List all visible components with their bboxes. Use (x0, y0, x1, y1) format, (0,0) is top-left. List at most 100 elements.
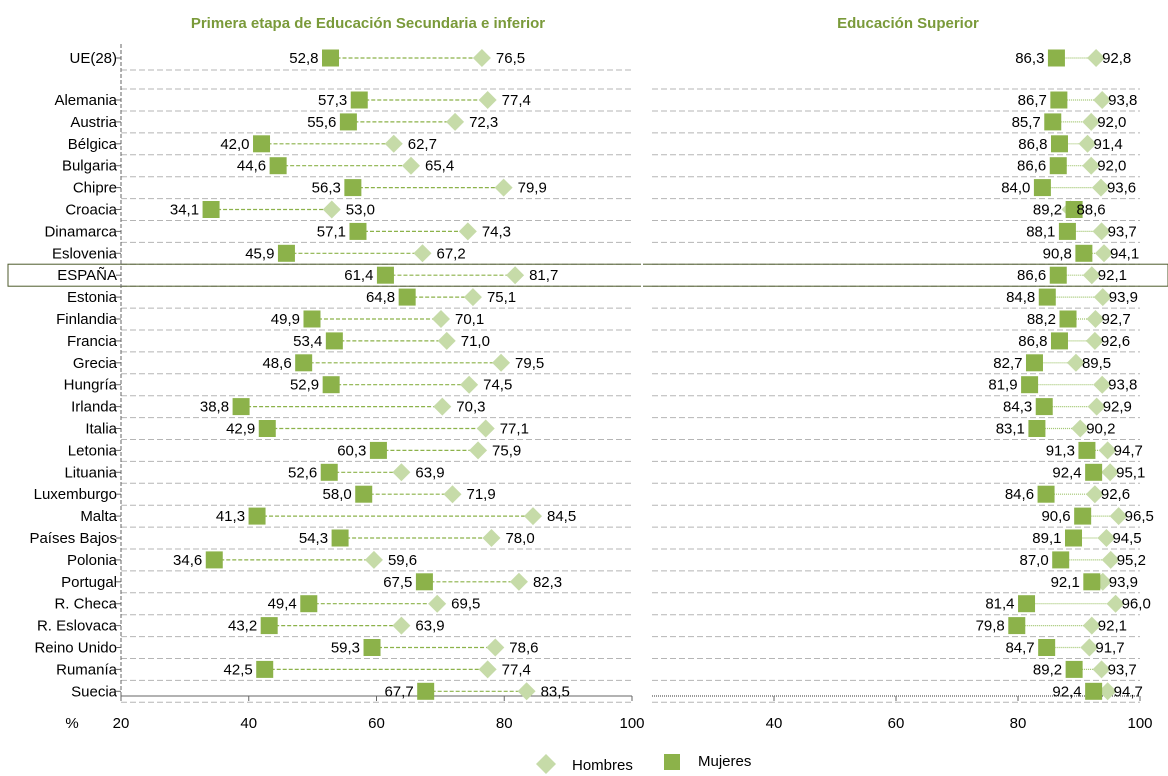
hombres-marker (476, 419, 495, 438)
hombres-value-label: 89,5 (1082, 355, 1111, 372)
mujeres-marker (232, 398, 250, 416)
mujeres-value-label: 52,6 (288, 464, 317, 481)
hombres-marker (1109, 507, 1128, 526)
hombres-value-label: 75,9 (492, 442, 521, 459)
x-tick-label: 60 (368, 715, 385, 732)
mujeres-value-label: 87,0 (1019, 552, 1048, 569)
category-label: Hungría (64, 377, 118, 394)
mujeres-value-label: 56,3 (312, 180, 341, 197)
legend: Hombres Mujeres (536, 753, 751, 774)
mujeres-value-label: 49,9 (271, 311, 300, 328)
hombres-value-label: 96,0 (1122, 596, 1151, 613)
mujeres-marker (1038, 288, 1056, 306)
hombres-value-label: 93,9 (1109, 289, 1138, 306)
hombres-marker (1082, 266, 1101, 285)
category-label: Malta (80, 508, 117, 525)
mujeres-value-label: 90,8 (1043, 245, 1072, 262)
mujeres-marker (349, 222, 367, 240)
panel-title-left: Primera etapa de Educación Secundaria e … (191, 15, 545, 32)
hombres-marker (1095, 244, 1114, 263)
hombres-marker (1082, 156, 1101, 175)
mujeres-value-label: 57,3 (318, 92, 347, 109)
mujeres-value-label: 42,0 (220, 136, 249, 153)
mujeres-marker (1058, 222, 1076, 240)
mujeres-value-label: 67,5 (383, 574, 412, 591)
hombres-marker (1085, 331, 1104, 350)
hombres-marker (1093, 288, 1112, 307)
hombres-marker (1082, 112, 1101, 131)
mujeres-value-label: 49,4 (268, 596, 297, 613)
hombres-value-label: 93,9 (1109, 574, 1138, 591)
mujeres-marker (258, 420, 276, 437)
hombres-marker (1106, 594, 1125, 613)
category-label: Irlanda (71, 399, 118, 416)
mujeres-value-label: 48,6 (262, 355, 291, 372)
hombres-marker (413, 244, 432, 263)
mujeres-value-label: 84,0 (1001, 180, 1030, 197)
hombres-value-label: 81,7 (529, 267, 558, 284)
mujeres-marker (205, 551, 223, 569)
mujeres-value-label: 84,8 (1006, 289, 1035, 306)
highlight-row-box (7, 263, 1168, 287)
hombres-value-label: 63,9 (415, 618, 444, 635)
x-tick-label: 20 (113, 715, 130, 732)
mujeres-marker (1049, 266, 1067, 284)
mujeres-value-label: 92,1 (1051, 574, 1080, 591)
hombres-marker (1066, 353, 1085, 372)
hombres-marker (1098, 441, 1117, 460)
mujeres-marker (1035, 398, 1053, 416)
hombres-marker (1092, 222, 1111, 241)
axes: 20 40 60 80 100 40 60 80 100 (113, 44, 1153, 732)
hombres-marker (384, 134, 403, 153)
mujeres-value-label: 58,0 (323, 486, 352, 503)
mujeres-value-label: 57,1 (317, 223, 346, 240)
mujeres-value-label: 86,8 (1018, 333, 1047, 350)
axis-unit-label: % (65, 715, 78, 732)
hombres-marker (469, 441, 488, 460)
hombres-marker (1087, 397, 1106, 416)
hombres-marker (1101, 463, 1120, 482)
mujeres-value-label: 54,3 (299, 530, 328, 547)
hombres-value-label: 92,0 (1097, 158, 1126, 175)
hombres-value-label: 92,6 (1101, 486, 1130, 503)
mujeres-marker (202, 201, 220, 218)
hombres-value-label: 93,7 (1108, 661, 1137, 678)
hombres-value-label: 77,4 (502, 92, 531, 109)
hombres-marker (1101, 550, 1120, 569)
mujeres-value-label: 88,1 (1026, 223, 1055, 240)
mujeres-value-label: 84,6 (1005, 486, 1034, 503)
category-label: UE(28) (69, 50, 117, 67)
x-tick-label: 100 (619, 715, 644, 732)
legend-mujeres-marker (664, 754, 680, 770)
mujeres-value-label: 86,6 (1017, 158, 1046, 175)
hombres-value-label: 92,6 (1101, 333, 1130, 350)
hombres-value-label: 65,4 (425, 158, 454, 175)
mujeres-value-label: 86,8 (1018, 136, 1047, 153)
mujeres-marker (248, 507, 266, 525)
hombres-value-label: 93,8 (1108, 92, 1137, 109)
hombres-value-label: 92,7 (1101, 311, 1130, 328)
x-tick-label: 80 (1010, 715, 1027, 732)
hombres-value-label: 83,5 (541, 683, 570, 700)
mujeres-value-label: 43,2 (228, 618, 257, 635)
hombres-value-label: 69,5 (451, 596, 480, 613)
hombres-marker (492, 353, 511, 372)
mujeres-marker (300, 595, 318, 613)
hombres-marker (509, 572, 528, 591)
category-label: Lituania (64, 464, 117, 481)
hombres-value-label: 93,7 (1108, 223, 1137, 240)
mujeres-marker (325, 332, 343, 350)
mujeres-value-label: 44,6 (237, 158, 266, 175)
category-label: Portugal (61, 574, 117, 591)
hombres-value-label: 90,2 (1086, 421, 1115, 438)
hombres-marker (460, 375, 479, 394)
category-label: Luxemburgo (34, 486, 117, 503)
hombres-marker (482, 529, 501, 547)
category-label: Rumanía (56, 661, 118, 678)
mujeres-marker (339, 113, 357, 131)
hombres-value-label: 71,9 (467, 486, 496, 503)
mujeres-marker (1047, 49, 1065, 67)
mujeres-marker (1074, 507, 1092, 525)
hombres-marker (322, 200, 341, 219)
mujeres-marker (1025, 354, 1043, 372)
